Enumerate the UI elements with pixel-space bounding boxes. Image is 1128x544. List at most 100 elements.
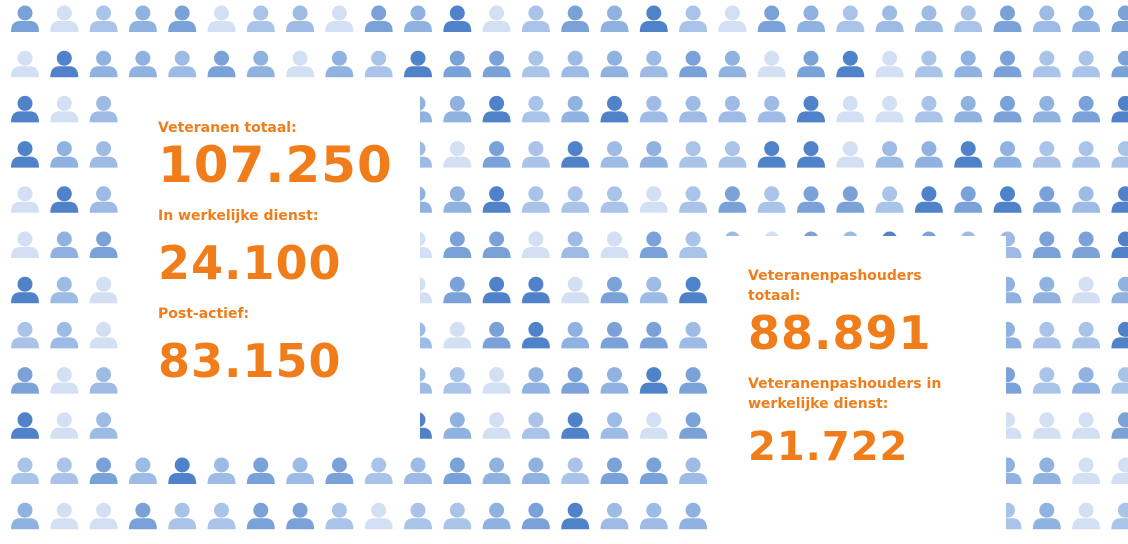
icon-part [679,21,707,32]
icon-part [96,96,111,111]
icon-part [679,428,707,439]
person-icon [522,96,550,123]
person-icon [679,412,707,439]
icon-part [483,473,511,484]
person-icon [1033,367,1061,394]
icon-part [1072,66,1100,77]
stat: Veteranenpashouders in werkelijke dienst… [748,374,948,474]
icon-part [804,51,819,66]
icon-part [11,473,39,484]
stat-value: 107.250 [158,138,420,192]
person-icon [1072,458,1100,485]
person-icon [247,51,275,77]
icon-part [135,51,150,66]
icon-part [764,186,779,201]
icon-part [876,66,904,77]
person-icon [679,51,707,77]
icon-part [836,202,864,213]
person-icon [1111,503,1128,530]
icon-part [797,66,825,77]
icon-part [208,518,236,529]
icon-part [882,141,897,156]
person-icon [561,322,589,349]
icon-part [528,141,543,156]
icon-part [18,412,33,427]
icon-part [489,277,504,292]
icon-part [96,141,111,156]
icon-part [843,6,858,21]
person-icon [90,6,118,33]
icon-part [1033,66,1061,77]
icon-part [247,473,275,484]
icon-part [1111,337,1128,348]
icon-part [50,383,78,394]
icon-part [57,232,72,247]
icon-part [443,247,471,258]
person-icon [679,277,707,304]
icon-part [1118,503,1128,518]
person-icon [90,141,118,168]
person-icon [561,277,589,304]
person-icon [994,141,1022,168]
icon-part [483,428,511,439]
icon-part [1111,157,1128,168]
icon-part [57,367,72,382]
icon-part [561,111,589,122]
person-icon [50,458,78,485]
person-icon [11,322,39,349]
person-icon [1111,186,1128,213]
icon-part [561,21,589,32]
icon-part [1079,503,1094,518]
icon-part [921,186,936,201]
icon-part [607,51,622,66]
person-icon [443,51,471,77]
icon-part [50,111,78,122]
person-icon [522,458,550,485]
icon-part [568,367,583,382]
icon-part [679,157,707,168]
icon-part [843,96,858,111]
icon-part [561,428,589,439]
icon-part [640,21,668,32]
icon-part [646,6,661,21]
icon-part [568,458,583,473]
icon-part [568,277,583,292]
person-icon [129,51,157,77]
icon-part [568,503,583,518]
icon-part [568,232,583,247]
icon-part [1079,96,1094,111]
icon-part [286,21,314,32]
icon-part [568,322,583,337]
person-icon [90,322,118,349]
icon-part [443,292,471,303]
icon-part [915,202,943,213]
icon-part [247,518,275,529]
icon-part [11,292,39,303]
icon-part [18,322,33,337]
icon-part [836,21,864,32]
person-icon [522,367,550,394]
person-icon [522,186,550,213]
icon-part [686,367,701,382]
icon-part [1039,277,1054,292]
person-icon [836,51,864,77]
person-icon [1111,367,1128,394]
icon-part [135,6,150,21]
icon-part [18,503,33,518]
icon-part [758,157,786,168]
person-icon [11,186,39,213]
icon-part [528,186,543,201]
icon-part [11,157,39,168]
icon-part [286,473,314,484]
icon-part [679,66,707,77]
icon-part [915,111,943,122]
icon-part [640,337,668,348]
person-icon [483,232,511,259]
icon-part [11,66,39,77]
icon-part [1039,322,1054,337]
person-icon [1072,186,1100,213]
person-icon [168,503,196,530]
icon-part [725,186,740,201]
person-icon [1033,232,1061,259]
